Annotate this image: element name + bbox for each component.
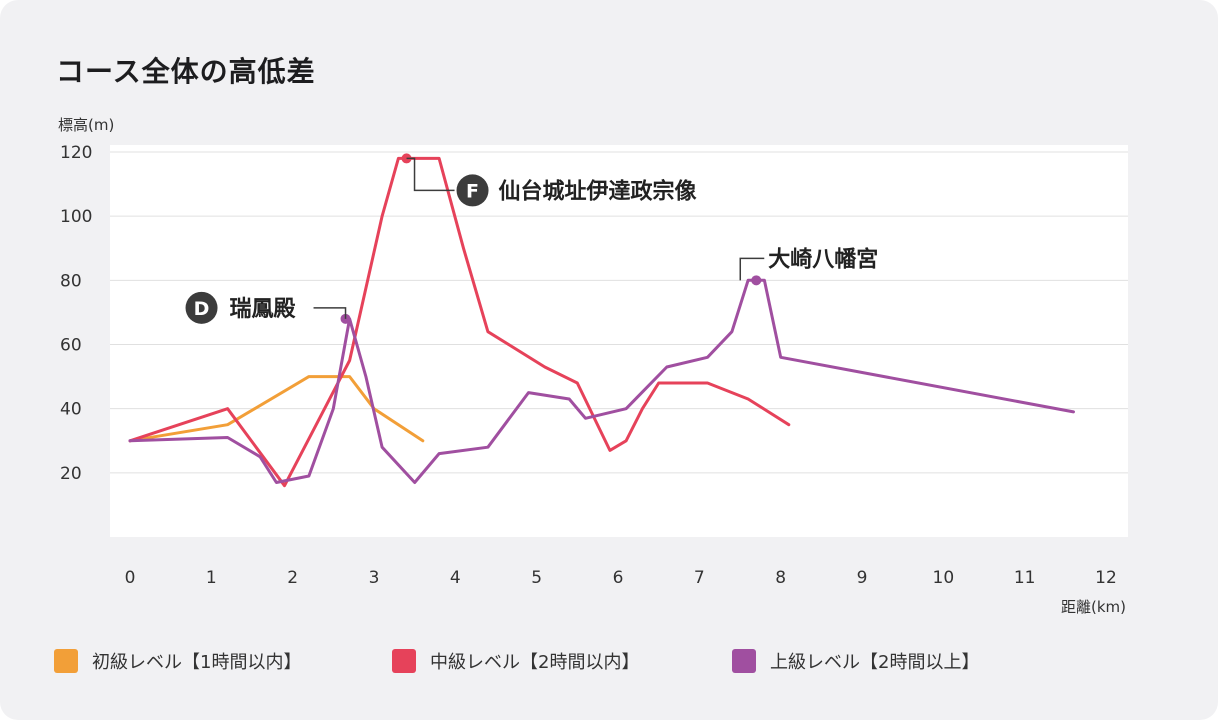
x-tick-label: 12 [1095,568,1117,588]
annotation-leader [406,157,455,192]
legend-label-beginner: 初級レベル【1時間以内】 [92,652,302,673]
annotation-label: 仙台城址伊達政宗像 [499,178,698,204]
x-tick-label: 6 [613,568,624,588]
legend-item-beginner: 初級レベル【1時間以内】 [54,648,301,674]
x-tick-label: 4 [450,568,461,588]
chart-title: コース全体の高低差 [56,55,316,88]
annotation-leader [739,257,765,281]
legend-swatch-beginner [54,649,78,673]
x-tick-label: 0 [125,568,136,588]
y-tick-label: 60 [60,336,82,356]
annotation-label: 大崎八幡宮 [768,246,878,272]
x-tick-label: 9 [857,568,868,588]
y-tick-label: 40 [60,400,82,420]
y-tick-label: 120 [60,143,92,163]
x-axis-label: 距離(km) [1061,598,1126,616]
series-line-beginner [128,375,425,443]
x-tick-label: 5 [531,568,542,588]
legend-swatch-advanced [732,649,756,673]
legend-label-intermediate: 中級レベル【2時間以内】 [430,652,640,673]
legend-item-intermediate: 中級レベル【2時間以内】 [392,648,639,674]
legend-swatch-intermediate [392,649,416,673]
x-tick-label: 1 [206,568,217,588]
x-tick-label: 10 [933,568,955,588]
legend-item-advanced: 上級レベル【2時間以上】 [732,648,979,674]
x-tick-label: 2 [287,568,298,588]
annotation-label: 瑞鳳殿 [230,297,297,322]
x-tick-label: 3 [369,568,380,588]
annotation-badge [185,291,218,324]
annotation-badge-letter: D [194,298,210,320]
series-line-advanced [128,278,1075,484]
y-tick-label: 100 [60,207,92,227]
annotation-badge-letter: F [466,180,479,202]
y-axis-label: 標高(m) [58,116,114,134]
x-tick-label: 7 [694,568,705,588]
annotation-leader [313,307,347,319]
plot-area [110,145,1128,537]
x-tick-label: 11 [1014,568,1036,588]
legend-label-advanced: 上級レベル【2時間以上】 [770,652,980,673]
y-tick-label: 80 [60,271,82,291]
y-tick-label: 20 [60,464,82,484]
annotation-badge [456,174,489,207]
annotation-point [751,275,762,286]
series-line-intermediate [128,156,791,488]
x-tick-label: 8 [775,568,786,588]
